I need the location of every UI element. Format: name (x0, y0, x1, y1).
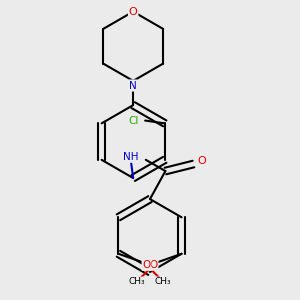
Text: Cl: Cl (129, 116, 139, 126)
Text: N: N (129, 80, 137, 91)
Text: NH: NH (123, 152, 138, 162)
Text: O: O (142, 260, 151, 270)
Text: CH₃: CH₃ (128, 277, 145, 286)
Text: O: O (197, 156, 206, 166)
Text: N: N (129, 80, 137, 91)
Text: CH₃: CH₃ (155, 277, 172, 286)
Text: O: O (149, 260, 158, 270)
Text: O: O (129, 7, 137, 16)
